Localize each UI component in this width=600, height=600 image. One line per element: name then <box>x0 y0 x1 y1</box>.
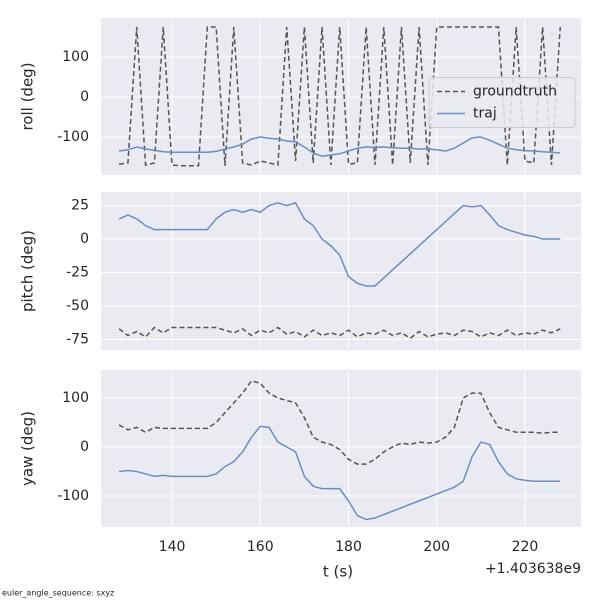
series-line <box>118 379 561 465</box>
series-line <box>118 326 561 340</box>
plot-area <box>101 370 581 527</box>
y-tick-label: -100 <box>57 129 89 145</box>
y-tick-label: 100 <box>62 390 89 406</box>
series-line <box>118 26 562 167</box>
y-axis-label: pitch (deg) <box>19 230 37 312</box>
y-tick-label: -50 <box>66 298 89 314</box>
x-offset-label: +1.403638e9 <box>485 561 581 577</box>
series-line <box>119 425 561 521</box>
x-tick-label: 200 <box>423 539 450 555</box>
series-group <box>118 26 562 167</box>
y-tick-label: -25 <box>66 265 89 281</box>
y-axis-label: roll (deg) <box>19 62 37 130</box>
y-axis-label: yaw (deg) <box>19 411 37 486</box>
series-group <box>118 201 561 340</box>
footer: euler_angle_sequence: sxyz <box>2 589 114 598</box>
legend-label: traj <box>473 106 497 122</box>
y-tick-label: 0 <box>80 439 89 455</box>
legend-box <box>428 77 576 128</box>
y-tick-label: 100 <box>62 49 89 65</box>
legend-label: groundtruth <box>473 84 557 100</box>
y-tick-label: 25 <box>71 198 89 214</box>
series-group <box>118 379 561 521</box>
series-line <box>118 201 561 287</box>
y-tick-label: -75 <box>66 332 89 348</box>
x-tick-label: 160 <box>247 539 274 555</box>
series-line <box>118 136 561 157</box>
plot-area <box>101 192 581 350</box>
x-tick-label: 220 <box>512 539 539 555</box>
x-tick-label: 140 <box>159 539 186 555</box>
y-tick-label: 0 <box>80 89 89 105</box>
y-tick-label: -100 <box>57 488 89 504</box>
x-axis-label: t (s) <box>323 563 353 581</box>
y-tick-label: 0 <box>80 231 89 247</box>
x-tick-label: 180 <box>335 539 362 555</box>
